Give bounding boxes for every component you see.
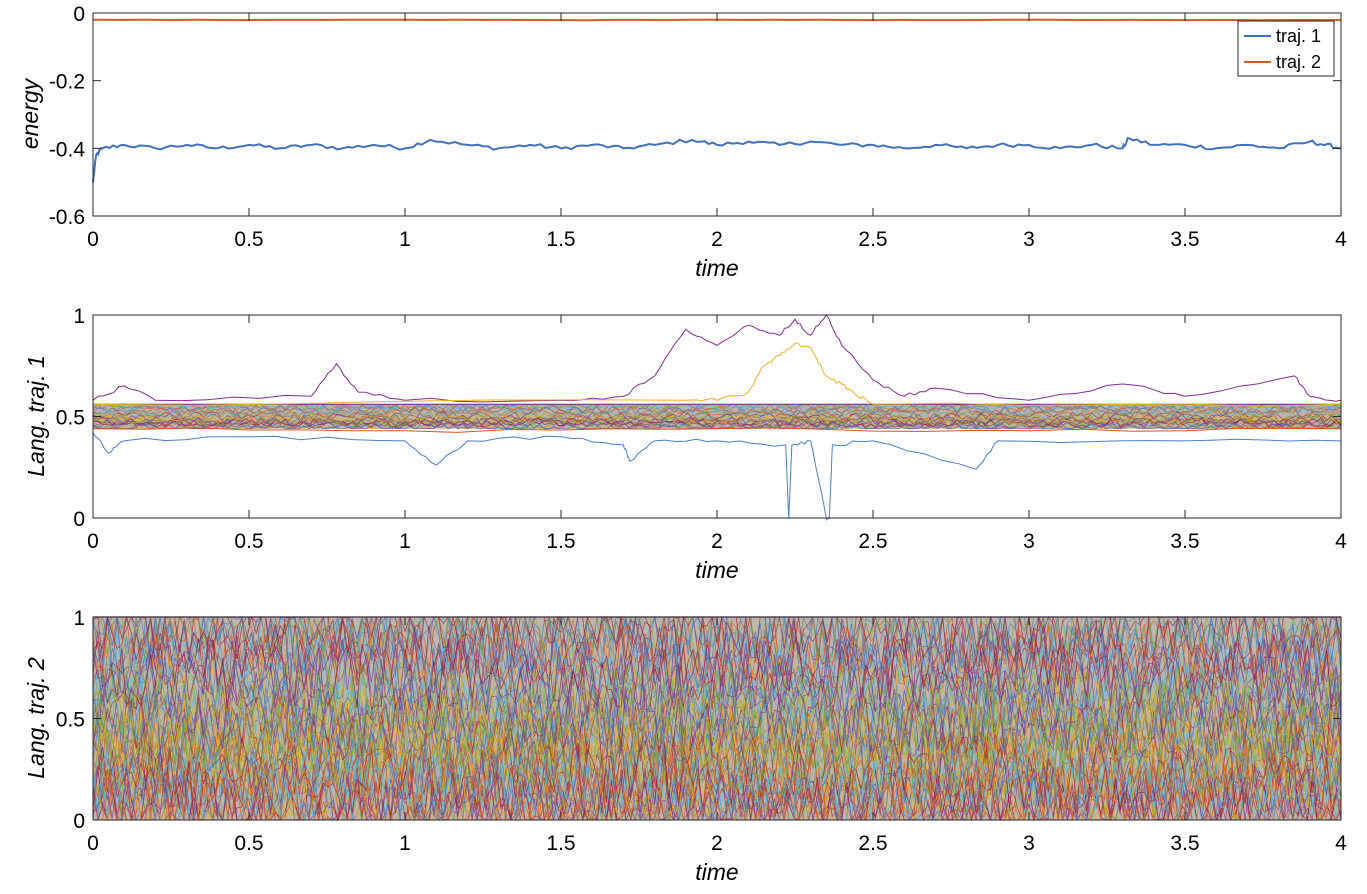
lang-traj-2-band-layer (92, 615, 1342, 822)
y-tick-label: -0.6 (49, 206, 85, 229)
series-line-lang-traj-1-3 (92, 427, 1342, 433)
x-tick-label: 2 (711, 832, 723, 855)
energy-axes-box (92, 12, 1342, 217)
x-tick-label: 3 (1023, 530, 1035, 553)
x-tick-label: 0.5 (234, 832, 263, 855)
lang-traj-1-band-layer (92, 403, 1342, 430)
trajectory-line (92, 731, 1342, 803)
trajectory-line (92, 616, 1342, 689)
x-tick-label: 1.5 (546, 228, 575, 251)
x-tick-label: 2.5 (858, 832, 887, 855)
trajectory-line (92, 694, 1342, 767)
legend-label-traj-1: traj. 1 (1276, 26, 1321, 46)
energy-xticks: 0 0.5 1 1.5 2 2.5 3 3.5 4 (87, 13, 1347, 251)
trajectory-line (92, 748, 1342, 821)
x-tick-label: 2 (711, 228, 723, 251)
trajectory-line (92, 639, 1342, 711)
x-tick-label: 3 (1023, 228, 1035, 251)
trajectory-line (92, 765, 1342, 822)
lang-traj-2-y-label: Lang. traj. 2 (23, 657, 49, 779)
x-tick-label: 3 (1023, 832, 1035, 855)
trajectory-line (92, 760, 1342, 822)
trajectory-line (92, 406, 1342, 416)
series-line-lang-traj-1-1 (92, 342, 1342, 407)
x-tick-label: 0.5 (234, 530, 263, 553)
x-tick-label: 2 (711, 530, 723, 553)
energy-panel: 0 0.5 1 1.5 2 2.5 3 3.5 4 -0.6 -0.4 -0.2 0 time ene… (17, 3, 1347, 281)
trajectory-line (92, 691, 1342, 764)
x-tick-label: 3.5 (1170, 228, 1199, 251)
x-tick-label: 1.5 (546, 832, 575, 855)
lang-traj-2-x-label: time (695, 859, 738, 885)
x-tick-label: 0 (87, 228, 99, 251)
x-tick-label: 1.5 (546, 530, 575, 553)
series-line-lang-traj-1-0 (92, 314, 1342, 403)
y-tick-label: -0.2 (49, 71, 85, 94)
trajectory-line (92, 415, 1342, 425)
series-line-traj-1 (92, 136, 1341, 183)
lang-traj-2-xticks: 0 0.5 1 1.5 2 2.5 3 3.5 4 (87, 617, 1347, 855)
lang-traj-1-panel: 0 0.5 1 1.5 2 2.5 3 3.5 4 00.51 time Lang. traj.… (23, 305, 1347, 583)
x-tick-label: 3.5 (1170, 832, 1199, 855)
x-tick-label: 2.5 (858, 228, 887, 251)
trajectory-line (92, 404, 1342, 415)
trajectory-line (92, 743, 1342, 816)
y-tick-label: -0.4 (49, 138, 86, 161)
trajectory-line (92, 413, 1342, 424)
x-tick-label: 4 (1335, 228, 1347, 251)
x-tick-label: 0 (87, 832, 99, 855)
energy-yticks: -0.6 -0.4 -0.2 0 (49, 3, 1341, 229)
x-tick-label: 1 (399, 530, 411, 553)
trajectory-line (92, 416, 1342, 426)
x-tick-label: 0.5 (234, 228, 263, 251)
trajectory-line (92, 403, 1342, 411)
trajectory-line (92, 408, 1342, 419)
energy-x-label: time (695, 255, 738, 281)
y-tick-label: 0 (73, 3, 85, 26)
energy-legend: traj. 1 traj. 2 (1237, 20, 1335, 77)
x-tick-label: 4 (1335, 832, 1347, 855)
x-tick-label: 2.5 (858, 530, 887, 553)
x-tick-label: 1 (399, 832, 411, 855)
y-tick-label: 0 (73, 810, 85, 833)
trajectory-line (92, 684, 1342, 756)
y-tick-label: 0.5 (56, 709, 85, 732)
trajectory-line (92, 615, 1342, 662)
energy-y-label: energy (17, 77, 43, 149)
trajectory-line (92, 654, 1342, 727)
x-tick-label: 1 (399, 228, 411, 251)
lang-traj-1-y-label: Lang. traj. 1 (23, 355, 49, 476)
lang-traj-1-series-layer (92, 314, 1342, 521)
trajectory-line (92, 659, 1342, 732)
trajectory-line (92, 677, 1342, 750)
trajectory-line (93, 403, 1342, 410)
lang-traj-2-yticks: 00.51 (56, 607, 1341, 833)
legend-box (1237, 20, 1335, 77)
lang-traj-1-yticks: 00.51 (56, 305, 1341, 531)
y-tick-label: 1 (73, 305, 85, 328)
y-tick-label: 1 (73, 607, 85, 630)
lang-traj-1-x-label: time (695, 557, 738, 583)
x-tick-label: 0 (87, 530, 99, 553)
lang-traj-1-xticks: 0 0.5 1 1.5 2 2.5 3 3.5 4 (87, 315, 1347, 553)
trajectory-line (92, 706, 1342, 778)
energy-series-layer (92, 18, 1342, 183)
legend-label-traj-2: traj. 2 (1276, 52, 1321, 72)
series-line-lang-traj-1-2 (92, 432, 1342, 521)
trajectory-line (92, 683, 1342, 757)
trajectory-line (92, 757, 1342, 822)
y-tick-label: 0 (73, 508, 85, 531)
x-tick-label: 4 (1335, 530, 1347, 553)
x-tick-label: 3.5 (1170, 530, 1199, 553)
y-tick-label: 0.5 (56, 407, 85, 430)
lang-traj-2-panel: 0 0.5 1 1.5 2 2.5 3 3.5 4 00.51 time Lang. traj.… (23, 607, 1347, 885)
